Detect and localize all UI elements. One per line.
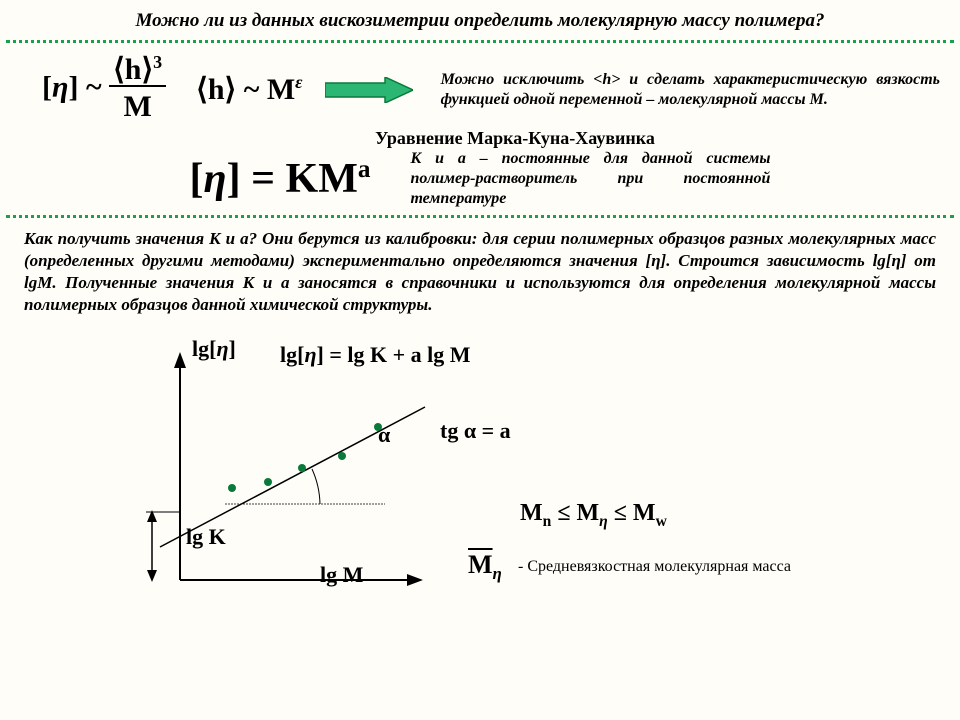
eq-m-eta-bar: Mη — [468, 550, 502, 584]
formula-h-meps: ⟨h⟩ ~ Mε — [196, 72, 302, 107]
row-2: [η] = KMa К и а – постоянные для данной … — [0, 149, 960, 213]
alpha-label: α — [378, 422, 390, 448]
axis-y-label: lg[η] — [192, 336, 236, 362]
lgk-label: lg K — [186, 524, 226, 550]
mark-kuhn-houwink-eq: [η] = KMa — [190, 155, 371, 203]
arrow-icon — [325, 77, 413, 103]
m-eta-caption: - Средневязкостная молекулярная масса — [518, 558, 791, 576]
separator-1 — [6, 40, 954, 43]
formula-eta-h3m: [η] ~ ⟨h⟩3M — [42, 53, 166, 126]
separator-2 — [6, 215, 954, 218]
row2-text: К и а – постоянные для данной системы по… — [410, 149, 770, 209]
eq-tg-alpha: tg α = a — [440, 418, 511, 444]
calibration-paragraph: Как получить значения К и а? Они берутся… — [0, 220, 960, 322]
page-title: Можно ли из данных вискозиметрии определ… — [0, 0, 960, 38]
axis-x-label: lg M — [320, 562, 363, 588]
eq-log-linear: lg[η] = lg K + a lg M — [280, 342, 471, 368]
eq-m-inequality: Mn ≤ Mη ≤ Mw — [520, 500, 667, 531]
mkh-equation-label: Уравнение Марка-Куна-Хаувинка — [0, 128, 960, 149]
row1-text: Можно исключить <h> и сделать характерис… — [435, 70, 940, 110]
row-1: [η] ~ ⟨h⟩3M ⟨h⟩ ~ Mε Можно исключить <h>… — [0, 45, 960, 126]
bottom-region: lg[η] lg M lg K α lg[η] = lg K + a lg M … — [20, 322, 940, 602]
